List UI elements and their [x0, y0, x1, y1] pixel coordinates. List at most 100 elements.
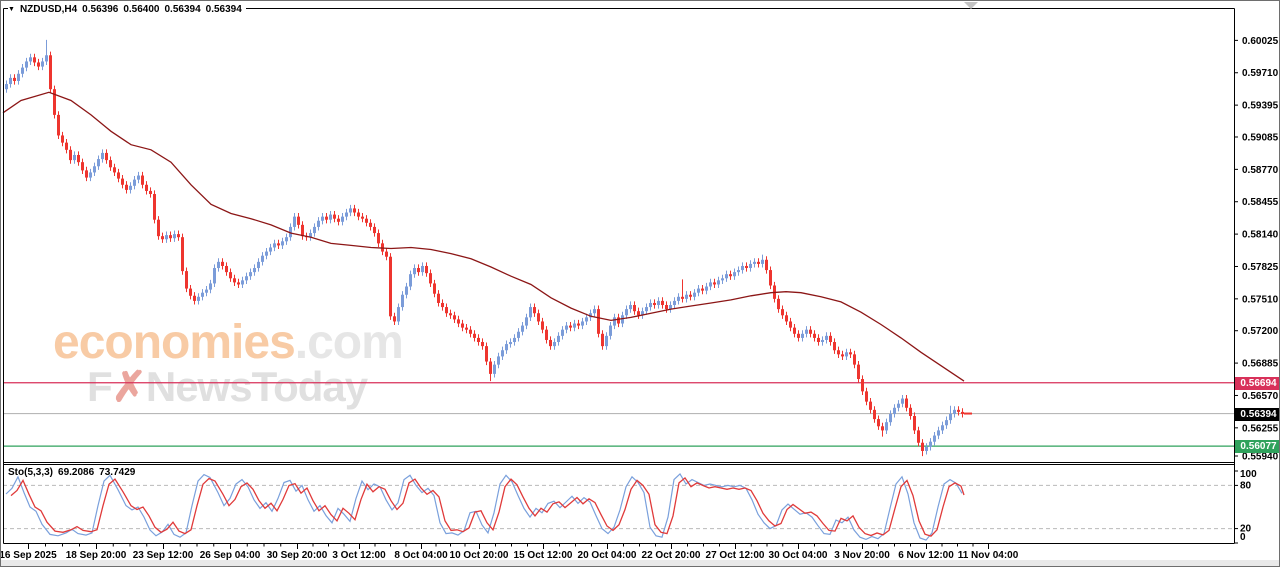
candle-body [517, 331, 520, 338]
chart-frame [3, 8, 1235, 544]
candle-body [833, 342, 836, 351]
candle-body [397, 307, 400, 322]
candle-body [421, 265, 424, 273]
candle-body [765, 259, 768, 271]
candle-body [345, 212, 348, 217]
candle-body [801, 333, 804, 338]
level-lines [3, 382, 1234, 447]
quote-high-value: 0.56400 [123, 4, 160, 15]
price-tick-label: 0.58455 [1242, 197, 1279, 208]
candle-body [137, 175, 140, 180]
candle-body [173, 234, 176, 239]
candle-body [709, 282, 712, 287]
candle-body [565, 325, 568, 330]
candle-body [257, 261, 260, 269]
candle-body [721, 278, 724, 281]
candle-body [825, 335, 828, 340]
candle-body [209, 283, 212, 290]
watermark-brand-main: economies [53, 316, 296, 369]
support-price-badge: 0.56077 [1235, 440, 1279, 453]
candle-body [49, 55, 52, 90]
candle-body [385, 251, 388, 257]
candle-body [701, 288, 704, 291]
candle-body [717, 280, 720, 285]
candle-body [841, 354, 844, 357]
candle-body [693, 292, 696, 297]
candle-body [201, 292, 204, 297]
candle-body [889, 413, 892, 423]
candle-body [725, 274, 728, 279]
watermark-brand: economies.com [53, 315, 404, 370]
candle-body [217, 261, 220, 269]
candle-body [141, 175, 144, 185]
time-axis[interactable]: 16 Sep 2025 18 Sep 20:00 23 Sep 12:00 26 Se… [1, 544, 1019, 561]
candle-body [393, 316, 396, 322]
candle-body [113, 167, 116, 173]
candle-body [813, 333, 816, 338]
watermark-brand-suffix: .com [294, 316, 404, 369]
candle-body [877, 419, 880, 427]
resistance-price-badge: 0.56694 [1235, 377, 1279, 390]
candle-body [105, 152, 108, 161]
candle-body [561, 329, 564, 336]
candle-body [953, 409, 956, 414]
candle-body [493, 364, 496, 374]
candle-body [553, 342, 556, 347]
watermark-subbrand: F✗NewsToday [87, 362, 368, 411]
candle-body [13, 77, 16, 81]
candle-body [601, 333, 604, 347]
candle-body [101, 152, 104, 160]
candle-body [317, 220, 320, 227]
candle-body [821, 339, 824, 343]
candle-body [785, 315, 788, 322]
candle-body [541, 321, 544, 330]
candle-body [129, 185, 132, 190]
candle-body [457, 319, 460, 324]
candle-body [645, 307, 648, 312]
price-tick-label: 0.60025 [1242, 36, 1279, 47]
price-axis[interactable]: 0.60025 0.59710 0.59395 0.59085 0.58770 0.584… [1234, 36, 1279, 544]
candle-body [221, 261, 224, 266]
candle-body [161, 236, 164, 240]
candle-body [585, 317, 588, 322]
candle-body [85, 170, 88, 178]
stochastic-indicator [3, 472, 1234, 541]
candle-body [93, 166, 96, 173]
candle-body [281, 241, 284, 246]
candle-body [597, 309, 600, 334]
candle-body [241, 280, 244, 285]
quote-low-value: 0.56394 [164, 4, 201, 15]
candle-body [89, 172, 92, 178]
candle-body [705, 286, 708, 291]
candle-body [761, 259, 764, 264]
candle-body [33, 57, 36, 63]
candle-body [333, 214, 336, 219]
candle-body [277, 243, 280, 246]
candle-body [917, 430, 920, 443]
current-price-badge: 0.56394 [1235, 408, 1279, 421]
candle-body [169, 235, 172, 239]
candle-body [505, 344, 508, 351]
candle-body [205, 289, 208, 293]
candle-body [377, 233, 380, 244]
candle-body [301, 224, 304, 237]
candle-body [621, 315, 624, 324]
candle-body [441, 302, 444, 308]
candle-body [265, 251, 268, 256]
candle-body [489, 361, 492, 374]
price-tick-label: 0.59395 [1242, 101, 1279, 112]
symbol-dropdown-icon[interactable]: ▼ [8, 5, 15, 13]
candle-body [677, 296, 680, 301]
candle-body [613, 317, 616, 326]
candle-body [521, 325, 524, 332]
chart-shift-marker-icon[interactable] [964, 2, 978, 9]
sto-axis-label: 0 [1240, 532, 1246, 543]
time-tick-label: 3 Nov 20:00 [834, 550, 890, 561]
time-tick-label: 11 Nov 04:00 [958, 550, 1019, 561]
current-bar-dash [964, 412, 972, 415]
candle-body [837, 350, 840, 355]
candle-body [509, 342, 512, 345]
candle-body [957, 409, 960, 412]
candle-body [685, 294, 688, 299]
